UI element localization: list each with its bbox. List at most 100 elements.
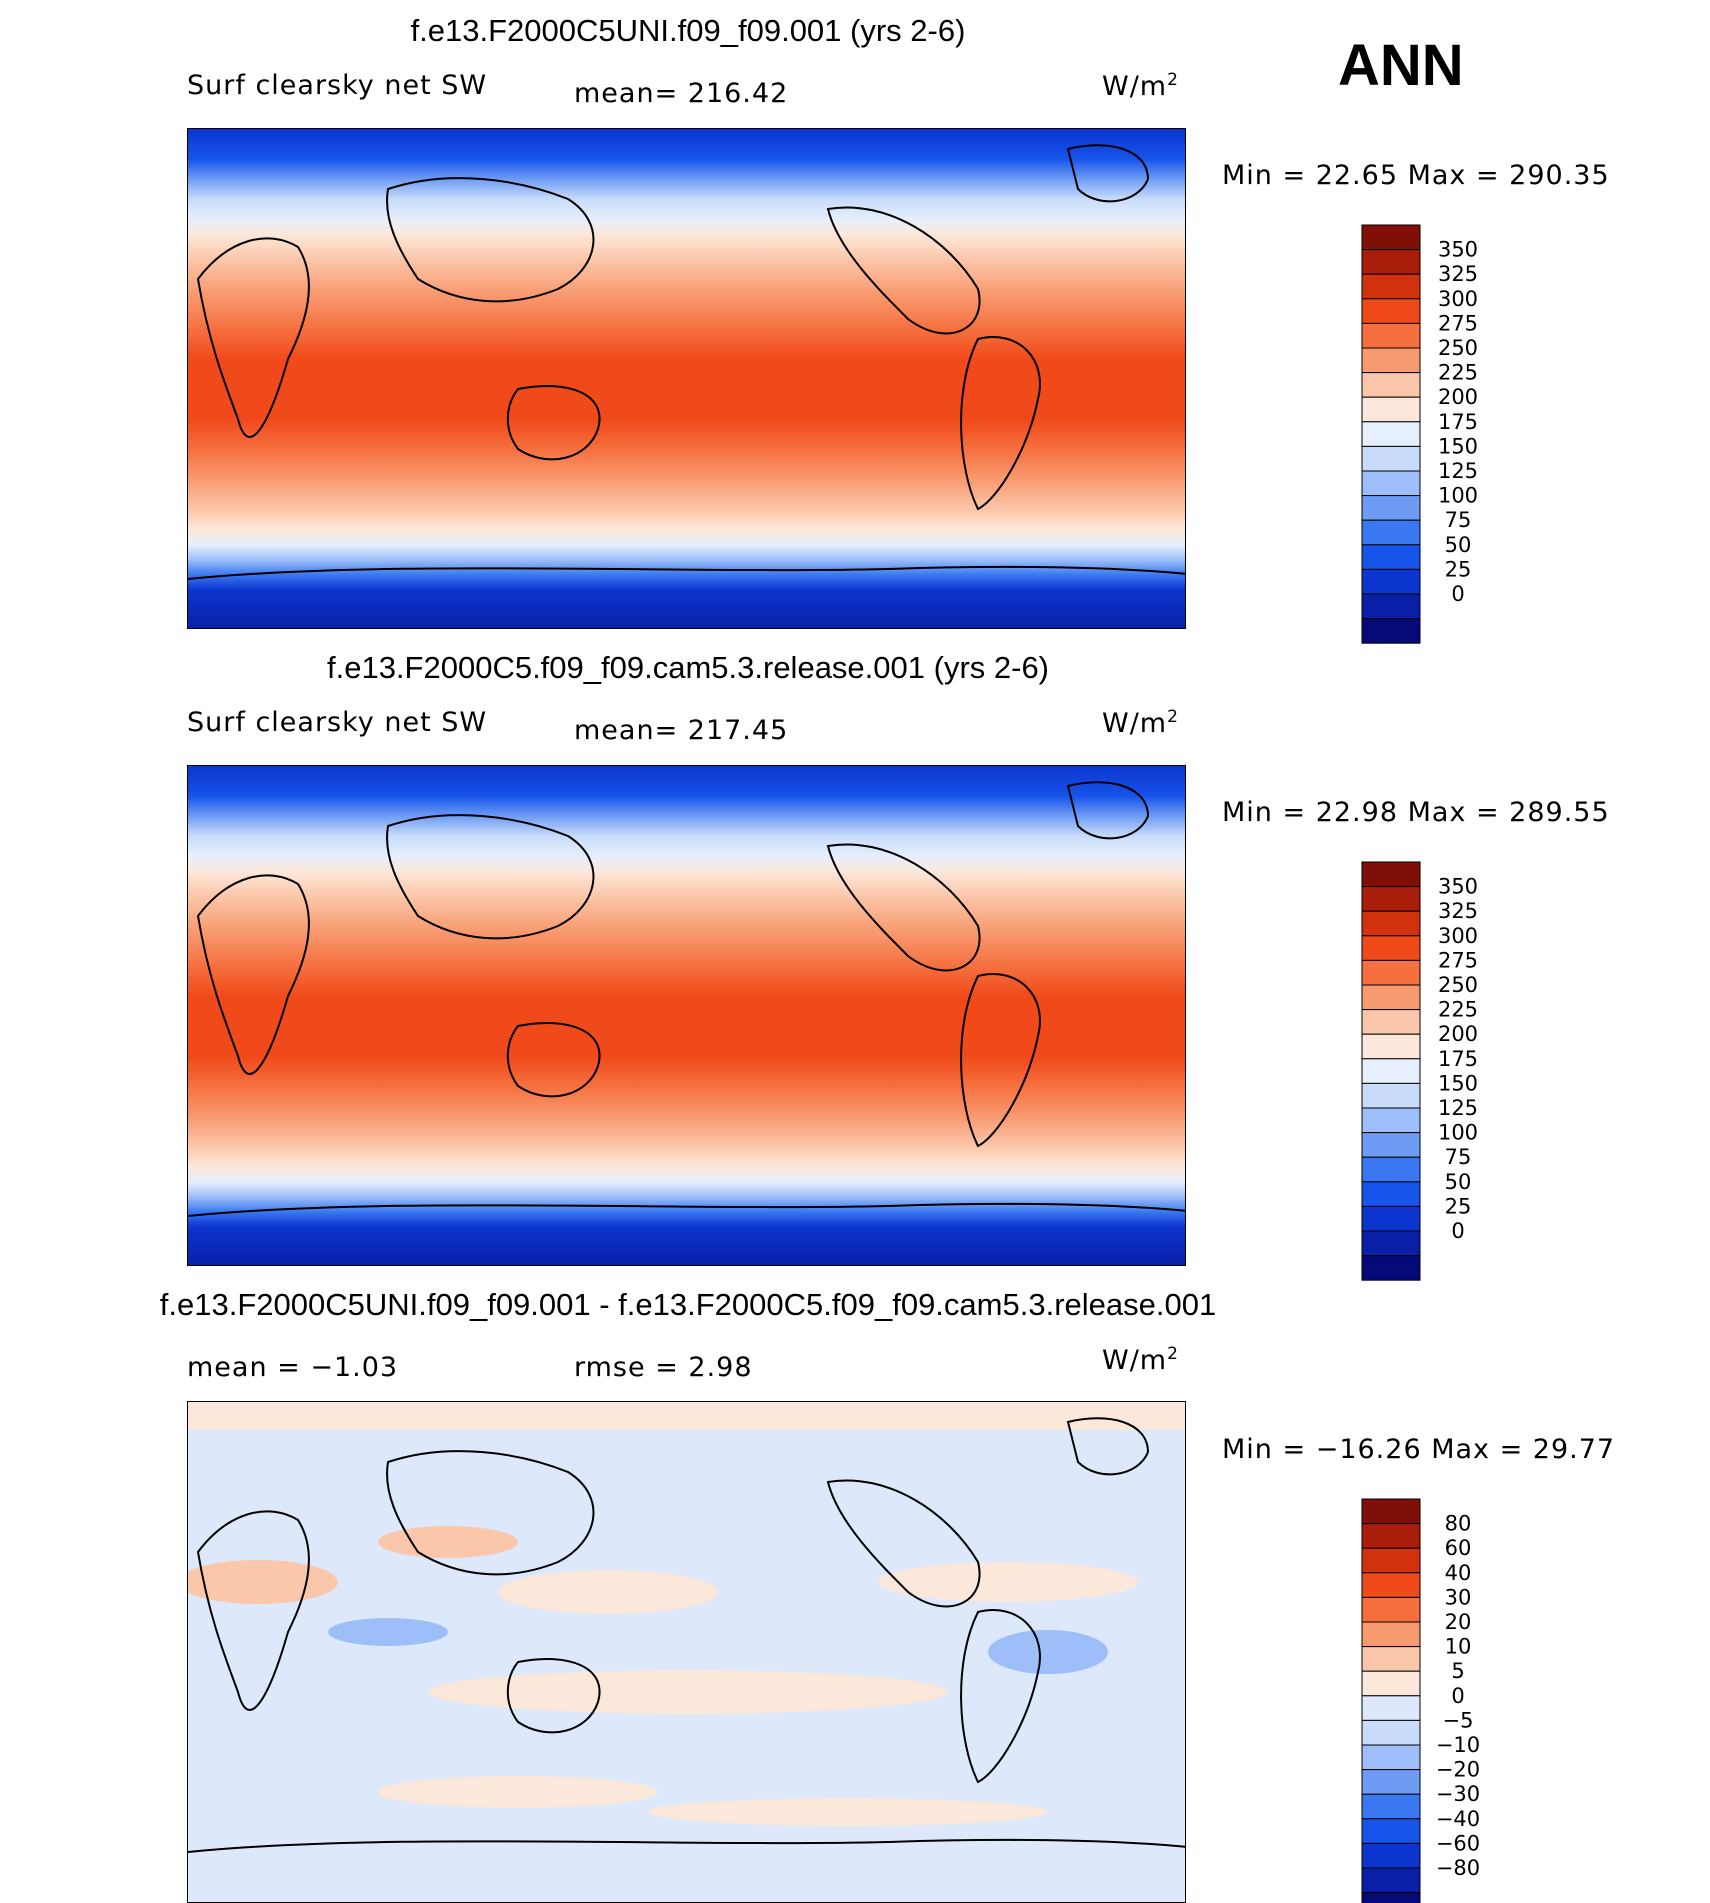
panel3-colorbar-tick-label: 0	[1451, 1684, 1464, 1708]
panel3-mean-label: mean = −1.03	[187, 1352, 399, 1383]
panel2-colorbar-box	[1361, 1156, 1421, 1183]
panel3-colorbar-box	[1361, 1842, 1421, 1869]
panel1-colorbar-box	[1361, 347, 1421, 374]
panel3-colorbar-box	[1361, 1719, 1421, 1746]
panel3-colorbar-box	[1361, 1621, 1421, 1648]
panel1-units: W/m2	[1102, 70, 1179, 102]
panel1-colorbar-tick-label: 325	[1438, 262, 1478, 286]
panel3-colorbar-tick-label: −40	[1436, 1807, 1480, 1831]
panel2-colorbar-box	[1361, 1205, 1421, 1232]
panel1-colorbar-tick-label: 300	[1438, 287, 1478, 311]
panel3-colorbar-box	[1361, 1670, 1421, 1697]
panel1-colorbar-tick-label: 175	[1438, 410, 1478, 434]
panel2-mean-label: mean= 217.45	[574, 715, 789, 746]
panel3-colorbar-box	[1361, 1523, 1421, 1549]
panel1-colorbar-box	[1361, 544, 1421, 570]
panel1-colorbar-tick-label: 150	[1438, 434, 1478, 458]
panel2-colorbar-tick-label: 325	[1438, 899, 1478, 923]
panel2-colorbar-tick-label: 150	[1438, 1071, 1478, 1095]
panel3-colorbar-tick-label: 80	[1445, 1512, 1472, 1536]
panel2-colorbar-box	[1361, 861, 1421, 888]
season-label: ANN	[1338, 33, 1464, 98]
panel1-colorbar-tick-label: 275	[1438, 311, 1478, 335]
panel1-mean-label: mean= 216.42	[574, 78, 789, 109]
panel1-colorbar-tick-label: 200	[1438, 385, 1478, 409]
panel2-colorbar-tick-label: 25	[1445, 1194, 1472, 1218]
panel2-colorbar-box	[1361, 1255, 1421, 1281]
panel3-colorbar-box	[1361, 1547, 1421, 1574]
panel1-map-field	[188, 129, 1185, 628]
panel1-colorbar-tick-label: 100	[1438, 484, 1478, 508]
panel2-colorbar-box	[1361, 1058, 1421, 1084]
panel2-colorbar-tick-label: 125	[1438, 1096, 1478, 1120]
panel2-colorbar-box	[1361, 959, 1421, 986]
panel2-colorbar-box	[1361, 935, 1421, 961]
panel2-colorbar-tick-label: 200	[1438, 1022, 1478, 1046]
panel1-colorbar-tick-label: 25	[1445, 557, 1472, 581]
panel3-colorbar-tick-label: −60	[1436, 1831, 1480, 1855]
panel2-colorbar-tick-label: 225	[1438, 998, 1478, 1022]
panel1-colorbar-box	[1361, 249, 1421, 275]
panel1-colorbar-box	[1361, 298, 1421, 324]
panel1-colorbar-box	[1361, 519, 1421, 546]
panel2-title: f.e13.F2000C5.f09_f09.cam5.3.release.001…	[326, 650, 1050, 685]
panel1-colorbar-box	[1361, 224, 1421, 251]
panel1-colorbar-tick-label: 125	[1438, 459, 1478, 483]
panel3-map	[187, 1401, 1186, 1903]
panel2-colorbar-tick-label: 250	[1438, 973, 1478, 997]
panel1-colorbar-box	[1361, 568, 1421, 595]
panel2-colorbar-box	[1361, 886, 1421, 912]
panel3-colorbar: 80 60 40 30 20 10 5 0 −5 −10 −20 −30 −40 −60 −80	[1361, 1498, 1480, 1903]
panel3-colorbar-tick-label: 5	[1451, 1659, 1464, 1683]
panel3-colorbar-tick-label: 60	[1445, 1536, 1472, 1560]
panel1-colorbar-box	[1361, 372, 1421, 398]
panel3-colorbar-tick-label: −30	[1436, 1782, 1480, 1806]
panel1-colorbar-tick-label: 75	[1445, 508, 1472, 532]
panel3-colorbar-tick-label: −20	[1436, 1758, 1480, 1782]
panel3-colorbar-box	[1361, 1867, 1421, 1894]
panel1-coastlines	[188, 144, 1185, 580]
panel1-colorbar-box	[1361, 495, 1421, 521]
panel2-colorbar-tick-label: 100	[1438, 1121, 1478, 1145]
panel2-colorbar-tick-label: 0	[1451, 1219, 1464, 1243]
panel3-minmax: Min = −16.26 Max = 29.77	[1222, 1434, 1616, 1465]
panel2-colorbar-box	[1361, 1181, 1421, 1207]
panel3-colorbar-box	[1361, 1818, 1421, 1844]
panel2-colorbar-tick-label: 50	[1445, 1170, 1472, 1194]
panel3-colorbar-box	[1361, 1596, 1421, 1623]
panel1-colorbar-tick-label: 250	[1438, 336, 1478, 360]
panel1-minmax: Min = 22.65 Max = 290.35	[1222, 160, 1610, 191]
panel1-colorbar-box	[1361, 593, 1421, 620]
panel2-colorbar-box	[1361, 1107, 1421, 1134]
panel2-colorbar-tick-label: 300	[1438, 924, 1478, 948]
panel3-colorbar-tick-label: −80	[1436, 1856, 1480, 1880]
panel3-map-field	[188, 1402, 1185, 1902]
panel3-colorbar-box	[1361, 1646, 1421, 1672]
panel2-minmax: Min = 22.98 Max = 289.55	[1222, 797, 1610, 828]
panel1-colorbar: 350 325 300 275 250 225 200 175 150 125 100 75 50 25 0	[1361, 224, 1478, 644]
panel2-map	[187, 765, 1186, 1266]
panel3-colorbar-box	[1361, 1892, 1421, 1903]
panel1-colorbar-box	[1361, 421, 1421, 447]
panel2-colorbar-box	[1361, 910, 1421, 937]
panel1-colorbar-box	[1361, 470, 1421, 497]
panel1-colorbar-tick-label: 225	[1438, 361, 1478, 385]
panel3-colorbar-box	[1361, 1572, 1421, 1598]
panel3-colorbar-tick-label: 20	[1445, 1610, 1472, 1634]
panel3-coastlines	[188, 1417, 1185, 1853]
panel1-variable-label: Surf clearsky net SW	[187, 70, 488, 101]
panel1-colorbar-tick-label: 0	[1451, 582, 1464, 606]
panel1-colorbar-tick-label: 50	[1445, 533, 1472, 557]
panel3-units: W/m2	[1102, 1344, 1179, 1376]
panel2-colorbar-tick-label: 75	[1445, 1145, 1472, 1169]
panel1-colorbar-box	[1361, 273, 1421, 300]
panel1-colorbar-tick-label: 350	[1438, 238, 1478, 262]
panel1-map	[187, 128, 1186, 629]
panel3-colorbar-box	[1361, 1744, 1421, 1771]
panel2-variable-label: Surf clearsky net SW	[187, 707, 488, 738]
panel3-colorbar-box	[1361, 1769, 1421, 1795]
panel3-colorbar-box	[1361, 1793, 1421, 1820]
